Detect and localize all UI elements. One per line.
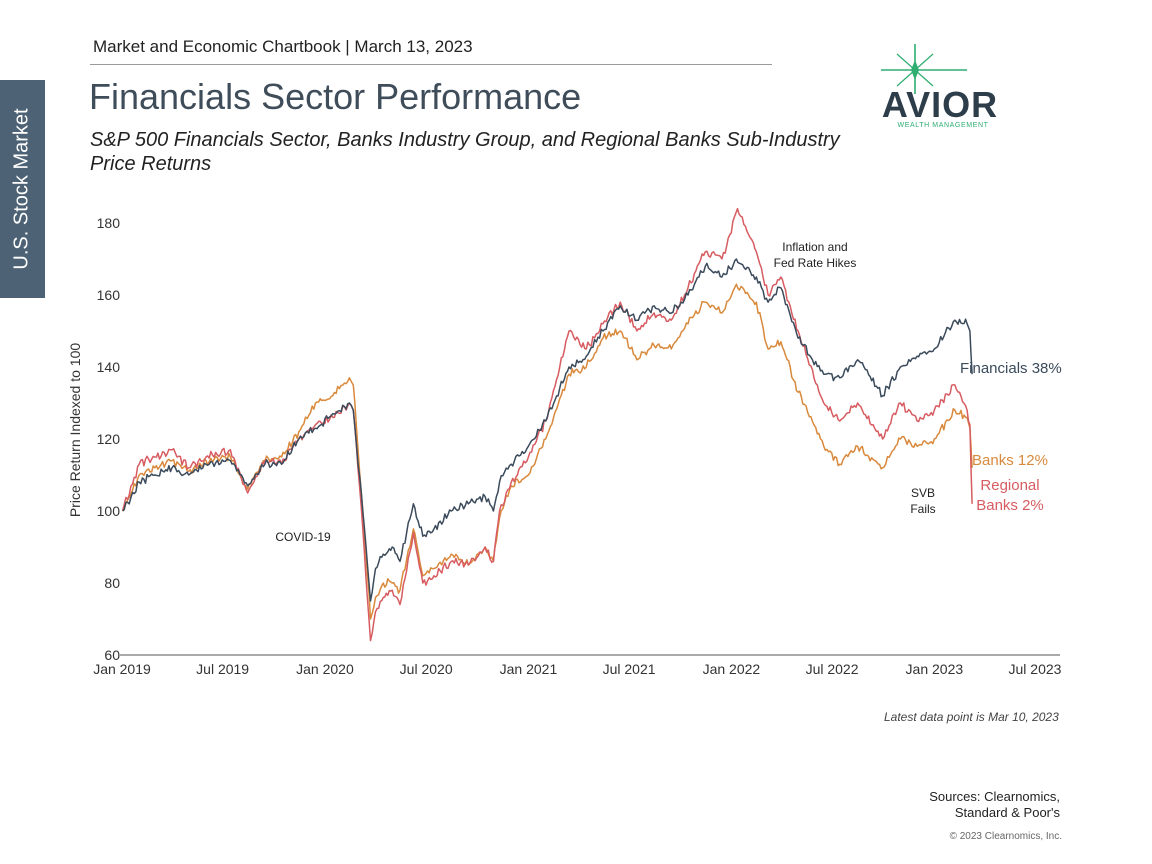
chartbook-header: Market and Economic Chartbook | March 13… [93, 37, 473, 56]
page-title: Financials Sector Performance [89, 76, 582, 117]
series-line [121, 207, 973, 642]
sources-note: Sources: Clearnomics, Standard & Poor's [860, 789, 1060, 821]
annotation-label: Fails [910, 502, 935, 516]
series-end-label: Regional [980, 477, 1039, 494]
annotation-label: Inflation and [782, 240, 847, 254]
x-tick-label: Jan 2019 [93, 661, 151, 677]
star-core [911, 60, 919, 80]
copyright-note: © 2023 Clearnomics, Inc. [949, 831, 1062, 842]
series-end-label: Banks 12% [972, 452, 1048, 469]
section-side-tab: U.S. Stock Market [0, 80, 45, 298]
x-tick-label: Jul 2023 [1009, 661, 1062, 677]
star-icon [881, 44, 967, 94]
page-subtitle: S&P 500 Financials Sector, Banks Industr… [90, 129, 840, 175]
annotation-label: Fed Rate Hikes [774, 256, 857, 270]
y-tick-label: 160 [97, 287, 121, 303]
company-logo: AVIOR WEALTH MANAGEMENT [881, 44, 998, 129]
x-tick-label: Jan 2022 [703, 661, 761, 677]
y-tick-label: 140 [97, 359, 121, 375]
sources-line-1: Sources: Clearnomics, [929, 789, 1060, 804]
x-tick-label: Jan 2020 [296, 661, 354, 677]
x-tick-label: Jan 2023 [906, 661, 964, 677]
latest-data-note: Latest data point is Mar 10, 2023 [884, 710, 1059, 724]
x-tick-label: Jan 2021 [500, 661, 558, 677]
series-end-label: Financials 38% [960, 360, 1062, 377]
y-tick-label: 60 [104, 647, 120, 663]
x-tick-label: Jul 2019 [196, 661, 249, 677]
y-tick-label: 80 [104, 575, 120, 591]
y-tick-label: 120 [97, 431, 121, 447]
annotation-label: COVID-19 [275, 530, 331, 544]
series-line [122, 258, 973, 602]
x-tick-label: Jul 2021 [603, 661, 656, 677]
logo-tagline: WEALTH MANAGEMENT [898, 122, 989, 129]
header-divider [90, 64, 772, 65]
series-line [122, 283, 973, 620]
x-tick-label: Jul 2022 [806, 661, 859, 677]
logo-wordmark: AVIOR [882, 84, 998, 125]
y-tick-label: 100 [97, 503, 121, 519]
y-axis-label: Price Return Indexed to 100 [67, 343, 83, 518]
y-tick-label: 180 [97, 215, 121, 231]
sources-line-2: Standard & Poor's [954, 805, 1060, 820]
series-end-label: Banks 2% [976, 497, 1044, 514]
annotation-label: SVB [911, 486, 935, 500]
x-tick-label: Jul 2020 [400, 661, 453, 677]
